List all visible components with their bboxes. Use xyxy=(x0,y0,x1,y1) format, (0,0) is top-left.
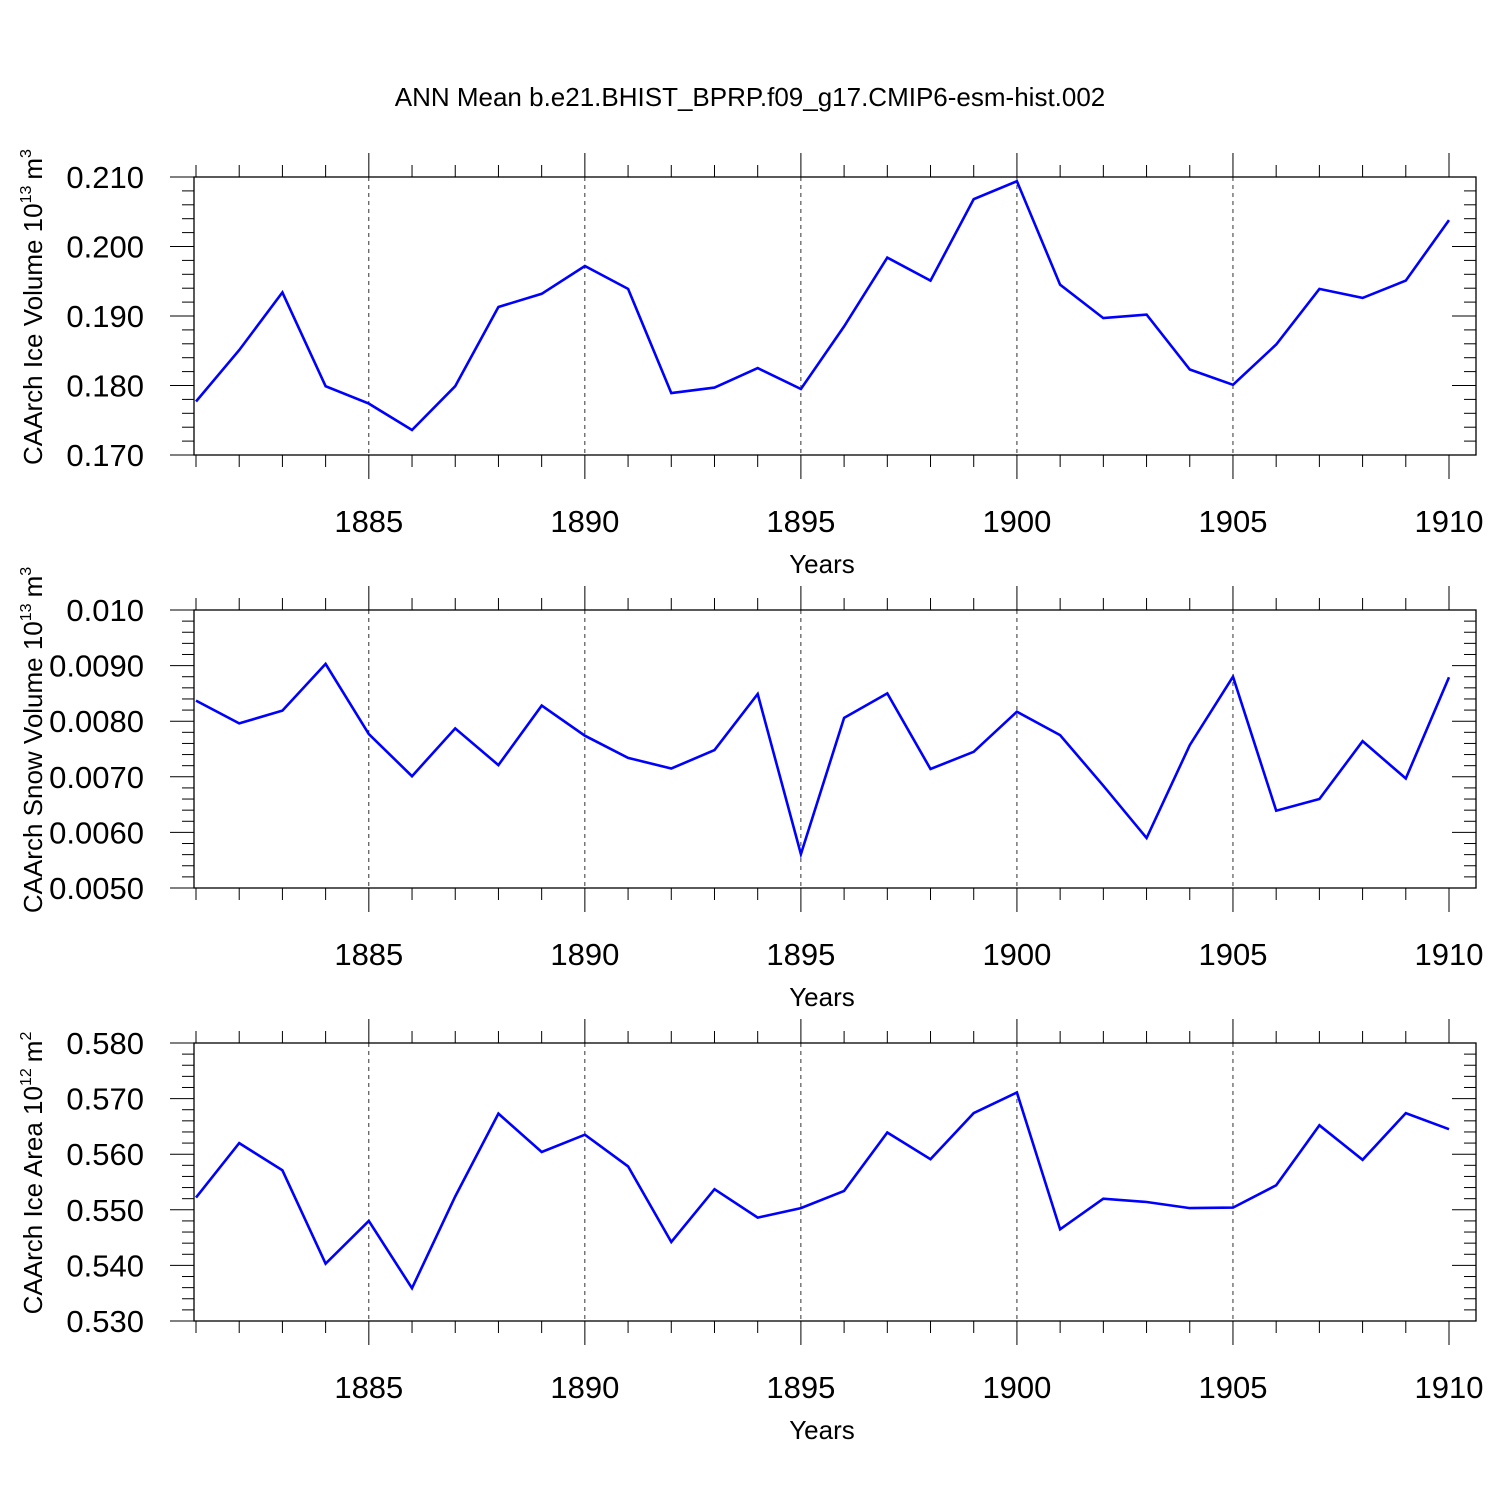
x-tick-label: 1910 xyxy=(1415,937,1484,972)
y-axis-title-unit-exponent: 3 xyxy=(18,149,35,158)
y-axis-title-unit-exponent: 2 xyxy=(18,1032,35,1041)
x-tick-label: 1885 xyxy=(334,937,403,972)
x-tick-label: 1895 xyxy=(766,937,835,972)
x-axis-title: Years xyxy=(789,1415,855,1445)
panel-ice-area: 1885 1890 1895 1900 1905 1910 0.530 0.540 0.550 0… xyxy=(18,1019,1483,1445)
x-tick-label: 1900 xyxy=(982,1370,1051,1405)
x-tick-label: 1890 xyxy=(550,1370,619,1405)
y-axis-title: CAArch Ice Area 1012 m2 xyxy=(18,1032,48,1315)
x-tick-label: 1905 xyxy=(1198,937,1267,972)
x-axis-title: Years xyxy=(789,549,855,579)
x-tick-label: 1890 xyxy=(550,937,619,972)
figure-title: ANN Mean b.e21.BHIST_BPRP.f09_g17.CMIP6-… xyxy=(395,82,1106,112)
y-axis-title-exponent: 12 xyxy=(18,1068,35,1086)
series-line xyxy=(195,661,1451,859)
y-tick-label: 0.200 xyxy=(66,230,144,265)
y-axis-title-base: CAArch Ice Volume 10 xyxy=(18,203,48,465)
y-axis-title-exponent: 13 xyxy=(18,186,35,204)
y-tick-label: 0.010 xyxy=(66,593,144,628)
y-tick-label: 0.0070 xyxy=(49,760,144,795)
y-tick-label: 0.210 xyxy=(66,160,144,195)
y-axis-title-base: CAArch Ice Area 10 xyxy=(18,1086,48,1314)
y-axis-title-exponent: 13 xyxy=(18,603,35,621)
y-tick-label: 0.540 xyxy=(66,1248,144,1283)
series-line xyxy=(195,179,1451,432)
y-tick-label: 0.0050 xyxy=(49,871,144,906)
x-tick-label: 1900 xyxy=(982,504,1051,539)
y-tick-label: 0.570 xyxy=(66,1082,144,1117)
panel-ice-volume: 1885 1890 1895 1900 1905 1910 0.170 0.180 0.190 0… xyxy=(18,149,1483,579)
y-tick-label: 0.560 xyxy=(66,1137,144,1172)
y-tick-label: 0.0090 xyxy=(49,649,144,684)
y-tick-label: 0.530 xyxy=(66,1304,144,1339)
plot-frame xyxy=(193,609,1477,889)
panel-snow-volume: 1885 1890 1895 1900 1905 1910 0.0050 0.0060 0.00… xyxy=(18,567,1483,1012)
x-tick-label: 1905 xyxy=(1198,504,1267,539)
y-axis-title-base: CAArch Snow Volume 10 xyxy=(18,621,48,913)
x-tick-label: 1910 xyxy=(1415,1370,1484,1405)
x-tick-label: 1890 xyxy=(550,504,619,539)
y-tick-label: 0.580 xyxy=(66,1026,144,1061)
x-tick-label: 1900 xyxy=(982,937,1051,972)
x-tick-label: 1905 xyxy=(1198,1370,1267,1405)
x-tick-label: 1910 xyxy=(1415,504,1484,539)
series-line xyxy=(194,1090,1450,1291)
y-tick-label: 0.0060 xyxy=(49,815,144,850)
y-tick-label: 0.0080 xyxy=(49,704,144,739)
y-axis-title-unit: m xyxy=(18,158,48,180)
y-tick-label: 0.190 xyxy=(66,299,144,334)
y-axis-title-unit-exponent: 3 xyxy=(18,567,35,576)
y-tick-label: 0.180 xyxy=(66,369,144,404)
y-axis-title: CAArch Snow Volume 1013 m3 xyxy=(18,567,48,913)
y-axis-title-unit: m xyxy=(18,576,48,598)
y-tick-label: 0.550 xyxy=(66,1193,144,1228)
y-axis-title-unit: m xyxy=(18,1041,48,1063)
y-tick-label: 0.170 xyxy=(66,438,144,473)
x-axis-title: Years xyxy=(789,982,855,1012)
plot-frame xyxy=(193,1042,1477,1322)
y-axis-title: CAArch Ice Volume 1013 m3 xyxy=(18,149,48,465)
x-tick-label: 1885 xyxy=(334,1370,403,1405)
x-tick-label: 1885 xyxy=(334,504,403,539)
x-tick-label: 1895 xyxy=(766,504,835,539)
x-tick-label: 1895 xyxy=(766,1370,835,1405)
